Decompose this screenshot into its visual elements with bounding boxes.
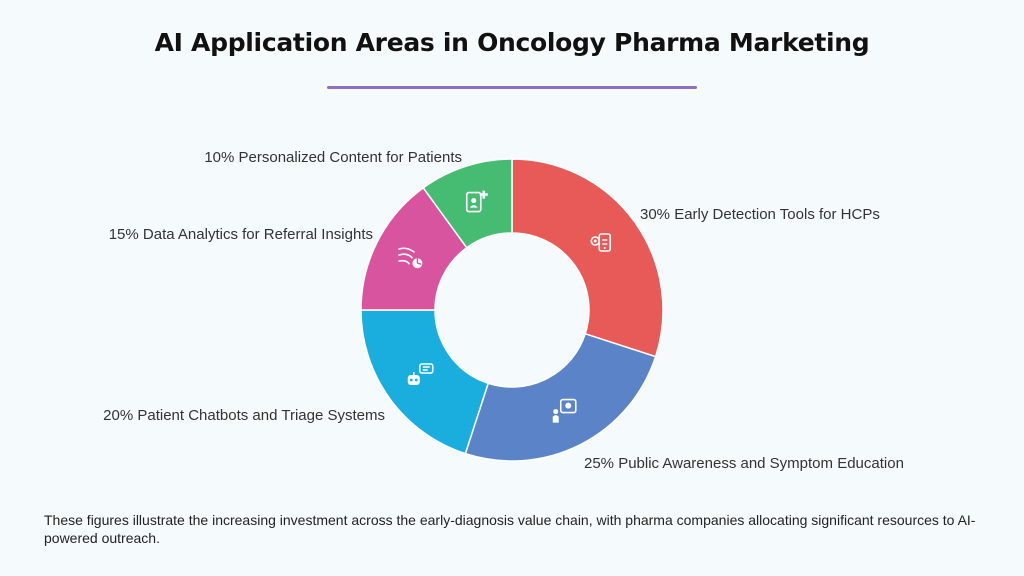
slice-label-3: 20% Patient Chatbots and Triage Systems <box>103 407 385 424</box>
slice-label-1: 30% Early Detection Tools for HCPs <box>640 206 880 223</box>
patient-content-icon <box>465 190 488 213</box>
chatbot-icon <box>407 363 434 386</box>
footnote: These figures illustrate the increasing … <box>44 512 976 546</box>
scan-phone-icon <box>590 233 612 252</box>
donut-slice-5 <box>422 158 513 249</box>
chart-title: AI Application Areas in Oncology Pharma … <box>154 28 870 57</box>
donut-slice-3 <box>360 309 490 455</box>
education-chat-icon <box>552 398 577 423</box>
title-divider <box>327 86 697 89</box>
slice-label-2: 25% Public Awareness and Symptom Educati… <box>584 455 904 472</box>
donut-slice-1 <box>511 158 664 358</box>
donut-slice-2 <box>464 332 657 462</box>
analytics-icon <box>398 247 423 269</box>
slice-label-5: 10% Personalized Content for Patients <box>204 149 462 166</box>
slice-label-4: 15% Data Analytics for Referral Insights <box>109 226 373 243</box>
